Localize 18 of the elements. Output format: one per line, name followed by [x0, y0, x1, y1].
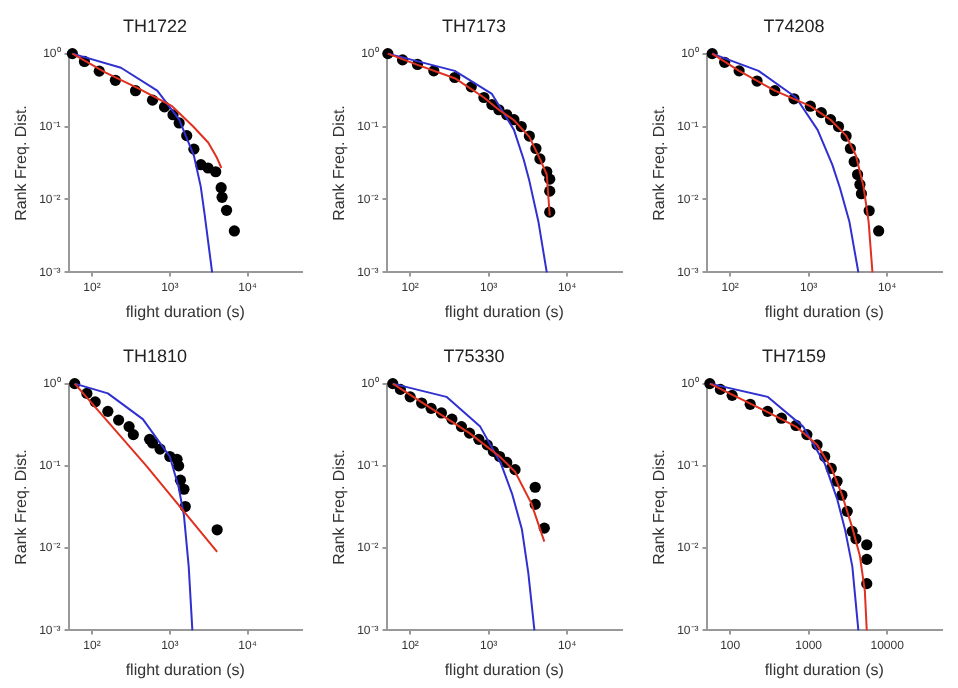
y-axis-title: Rank Freq. Dist. — [330, 449, 349, 565]
chart-title: TH7173 — [441, 15, 507, 36]
y-axis-title: Rank Freq. Dist. — [650, 449, 669, 565]
chart-title: TH1810 — [122, 345, 188, 366]
x-axis-title: flight duration (s) — [764, 660, 885, 679]
x-axis-title: flight duration (s) — [444, 302, 565, 321]
x-axis-title: flight duration (s) — [125, 302, 246, 321]
chart-title: T74208 — [763, 15, 825, 36]
chart-title: T75330 — [443, 345, 505, 366]
x-axis-title: flight duration (s) — [444, 660, 565, 679]
chart-title: TH1722 — [122, 15, 188, 36]
x-axis-title: flight duration (s) — [125, 660, 246, 679]
y-axis-title: Rank Freq. Dist. — [12, 105, 31, 221]
y-axis-title: Rank Freq. Dist. — [12, 449, 31, 565]
x-axis-title: flight duration (s) — [764, 302, 885, 321]
y-axis-title: Rank Freq. Dist. — [330, 105, 349, 221]
chart-title: TH7159 — [761, 345, 827, 366]
y-axis-title: Rank Freq. Dist. — [650, 105, 669, 221]
